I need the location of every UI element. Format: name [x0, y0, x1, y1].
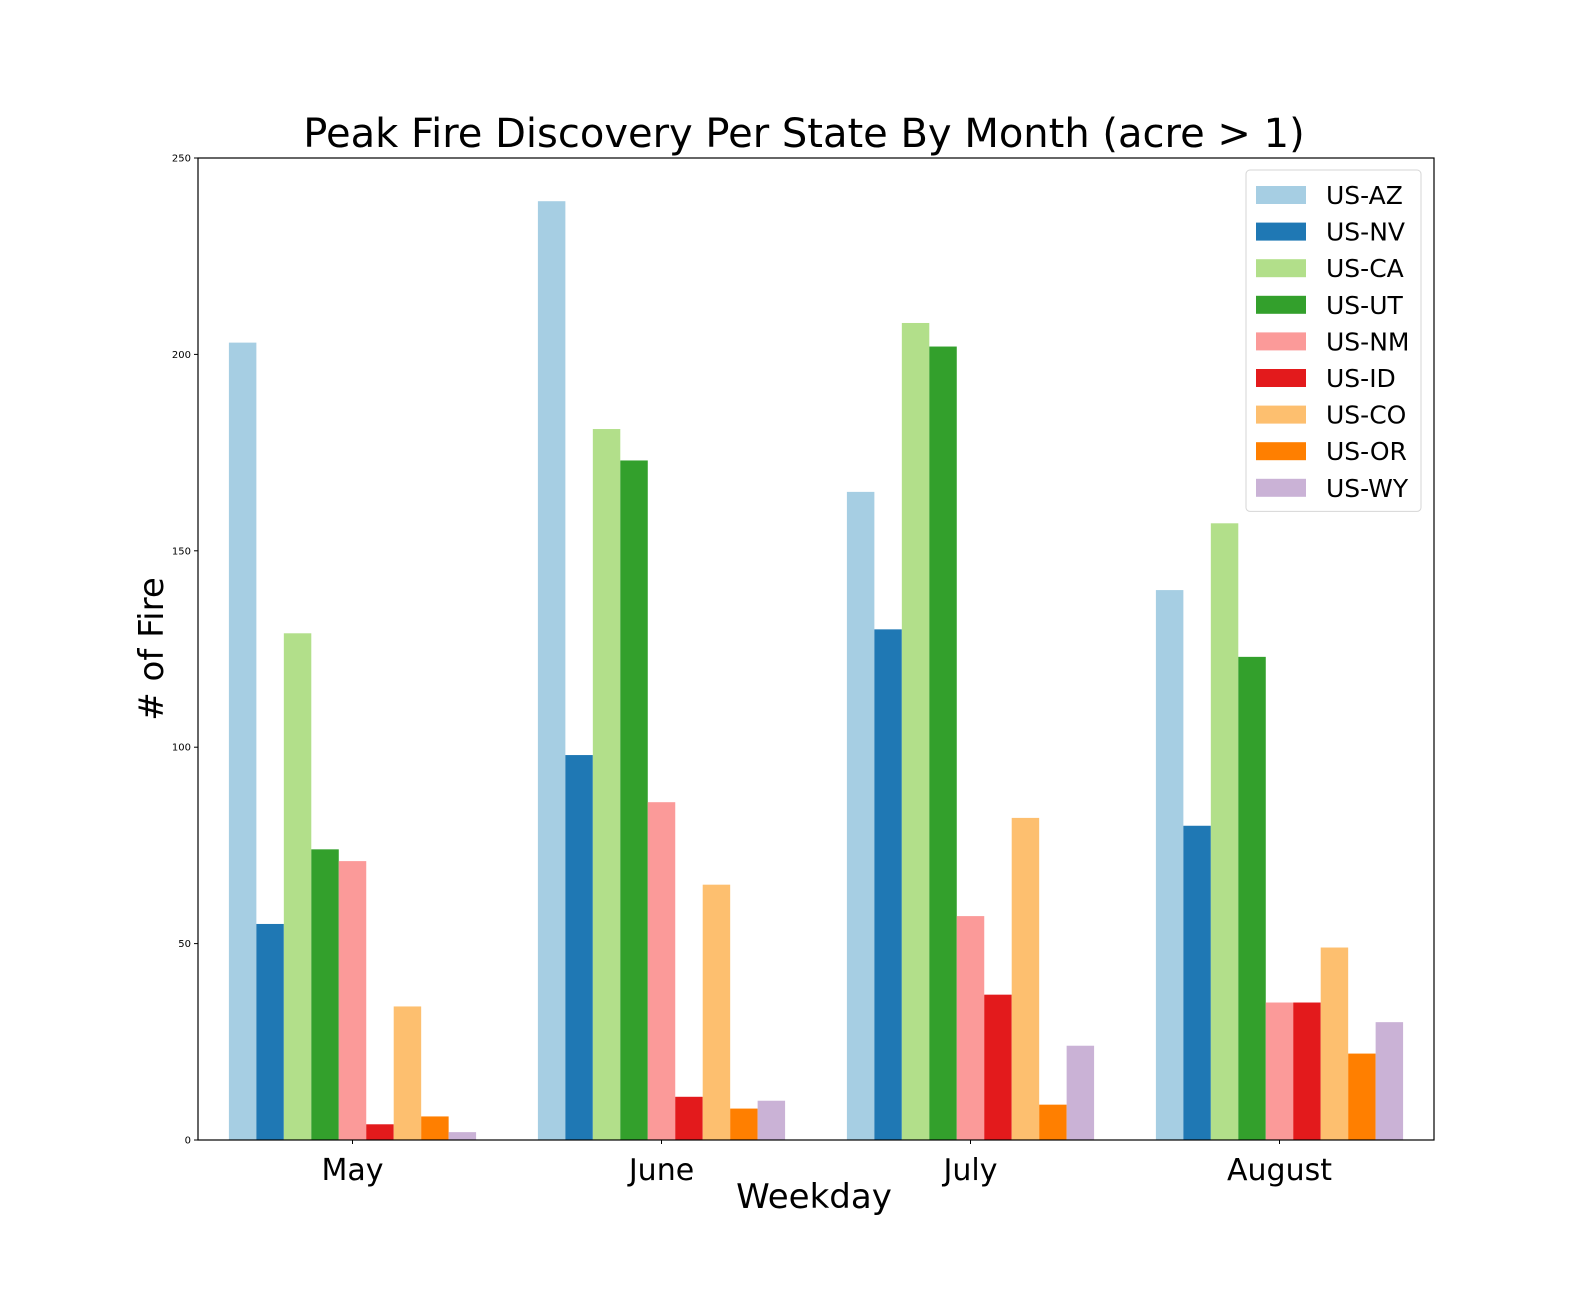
x-axis: May June July August: [321, 1140, 1332, 1188]
bar-us-nm-july: [956, 916, 985, 1140]
bar-us-or-may: [421, 1116, 449, 1140]
bar-us-id-july: [984, 994, 1012, 1140]
legend-label-us-co: US-CO: [1326, 401, 1406, 430]
bar-us-nm-august: [1265, 1002, 1294, 1140]
legend-swatch-us-ut: [1256, 295, 1306, 314]
legend-label-us-ut: US-UT: [1326, 291, 1403, 320]
legend-label-us-az: US-AZ: [1326, 181, 1403, 210]
bar-us-nv-august: [1183, 825, 1211, 1140]
bar-us-ca-may: [283, 633, 312, 1140]
legend-swatch-us-az: [1256, 186, 1306, 204]
bar-us-az-may: [228, 342, 257, 1140]
bar-us-nv-june: [565, 755, 593, 1140]
legend-swatch-us-or: [1256, 442, 1306, 461]
plot-frame: [197, 157, 1435, 1141]
legend-label-us-id: US-ID: [1326, 364, 1396, 393]
x-tick-label: May: [321, 1153, 383, 1188]
y-tick-label: 200: [172, 350, 191, 361]
x-tick-label: June: [627, 1153, 694, 1188]
bar-us-wy-august: [1375, 1022, 1404, 1140]
bar-us-nv-july: [874, 629, 902, 1140]
bar-us-co-august: [1320, 947, 1349, 1140]
bar-us-wy-may: [448, 1132, 477, 1140]
bar-us-ca-august: [1210, 523, 1239, 1140]
bar-us-id-august: [1293, 1002, 1321, 1140]
bar-us-or-june: [730, 1108, 758, 1140]
legend: US-AZ US-NV US-CA US-UT US-NM US-ID US-CO US-OR…: [1245, 169, 1422, 512]
bar-us-id-june: [675, 1096, 703, 1140]
legend-swatch-us-wy: [1256, 478, 1306, 497]
legend-label-us-nv: US-NV: [1326, 218, 1405, 247]
legend-label-us-ca: US-CA: [1326, 254, 1404, 283]
y-axis-label: # of Fire: [132, 577, 172, 721]
bar-us-az-june: [537, 201, 566, 1140]
legend-box: [1245, 169, 1422, 512]
y-tick-label: 50: [178, 939, 191, 950]
legend-swatch-us-co: [1256, 405, 1306, 424]
bar-us-az-august: [1155, 590, 1184, 1140]
legend-swatch-us-ca: [1256, 259, 1306, 278]
bar-us-co-june: [702, 884, 731, 1140]
bar-us-ut-may: [311, 849, 339, 1140]
bar-us-ca-june: [592, 429, 621, 1140]
x-axis-label: Weekday: [736, 1177, 892, 1217]
bar-us-ut-august: [1238, 656, 1266, 1140]
legend-label-us-wy: US-WY: [1326, 474, 1409, 503]
legend-swatch-us-id: [1256, 369, 1306, 387]
x-tick-label: August: [1227, 1153, 1332, 1188]
y-tick-label: 150: [172, 546, 191, 557]
x-tick-label: July: [942, 1153, 998, 1188]
bar-us-wy-june: [757, 1100, 786, 1140]
y-tick-label: 100: [172, 743, 191, 754]
bar-us-co-july: [1011, 817, 1040, 1140]
legend-swatch-us-nv: [1256, 222, 1306, 241]
bar-us-nv-may: [256, 923, 284, 1140]
y-tick-label: 250: [172, 154, 191, 165]
bar-us-ca-july: [901, 322, 930, 1141]
bar-us-wy-july: [1066, 1045, 1095, 1140]
legend-label-us-or: US-OR: [1326, 437, 1407, 466]
bar-us-az-july: [846, 491, 875, 1140]
bar-us-nm-june: [647, 802, 676, 1140]
bar-us-co-may: [393, 1006, 422, 1140]
bar-us-ut-july: [929, 346, 957, 1140]
bar-us-or-july: [1039, 1104, 1067, 1140]
bar-us-nm-may: [338, 861, 367, 1140]
bar-us-id-may: [366, 1124, 394, 1140]
legend-swatch-us-nm: [1256, 332, 1306, 351]
bar-us-or-august: [1348, 1053, 1376, 1140]
bar-us-ut-june: [620, 460, 648, 1141]
y-axis: 0 50 100 150 200 250: [172, 154, 198, 1147]
y-tick-label: 0: [185, 1136, 191, 1147]
legend-label-us-nm: US-NM: [1326, 327, 1409, 356]
chart-title: Peak Fire Discovery Per State By Month (…: [303, 111, 1304, 157]
bars-group: [228, 201, 1404, 1141]
